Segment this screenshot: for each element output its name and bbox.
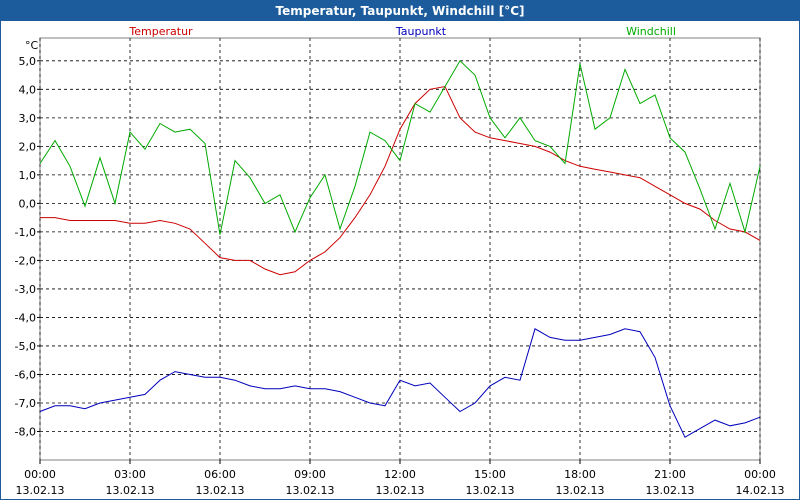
legend-entry: Taupunkt (395, 25, 447, 38)
x-tick-label: 06:00 (204, 468, 236, 481)
x-tick-date: 13.02.13 (376, 484, 425, 497)
y-tick-label: -6,0 (15, 368, 36, 381)
y-tick-label: -1,0 (15, 226, 36, 239)
x-tick-label: 00:00 (744, 468, 776, 481)
x-tick-label: 12:00 (384, 468, 416, 481)
x-tick-date: 13.02.13 (646, 484, 695, 497)
x-tick-date: 13.02.13 (286, 484, 335, 497)
y-tick-label: 5,0 (19, 55, 37, 68)
x-tick-date: 13.02.13 (196, 484, 245, 497)
y-tick-label: -2,0 (15, 254, 36, 267)
x-tick-date: 13.02.13 (556, 484, 605, 497)
y-tick-label: 4,0 (19, 83, 37, 96)
y-tick-label: 1,0 (19, 169, 37, 182)
series-line (39, 60, 761, 235)
legend-entry: Windchill (626, 25, 676, 38)
x-tick-date: 13.02.13 (466, 484, 515, 497)
y-tick-label: 2,0 (19, 140, 37, 153)
x-tick-label: 15:00 (474, 468, 506, 481)
x-tick-label: 18:00 (564, 468, 596, 481)
y-tick-label: 3,0 (19, 112, 37, 125)
x-tick-label: 09:00 (294, 468, 326, 481)
x-tick-label: 21:00 (654, 468, 686, 481)
y-tick-label: -4,0 (15, 311, 36, 324)
y-tick-label: -7,0 (15, 397, 36, 410)
x-tick-label: 00:00 (24, 468, 56, 481)
chart-title: Temperatur, Taupunkt, Windchill [°C] (276, 4, 525, 18)
y-tick-label: -3,0 (15, 283, 36, 296)
y-tick-label: -8,0 (15, 425, 36, 438)
y-tick-label: -5,0 (15, 340, 36, 353)
x-tick-date: 13.02.13 (16, 484, 65, 497)
legend-entry: Temperatur (128, 25, 193, 38)
x-tick-date: 13.02.13 (106, 484, 155, 497)
series-line (40, 85, 761, 276)
y-axis-label: °C (25, 39, 39, 52)
title-bar (1, 1, 799, 21)
y-tick-label: 0,0 (19, 197, 37, 210)
x-tick-date: 14.02.13 (736, 484, 785, 497)
x-tick-label: 03:00 (114, 468, 146, 481)
series-line (39, 328, 761, 438)
